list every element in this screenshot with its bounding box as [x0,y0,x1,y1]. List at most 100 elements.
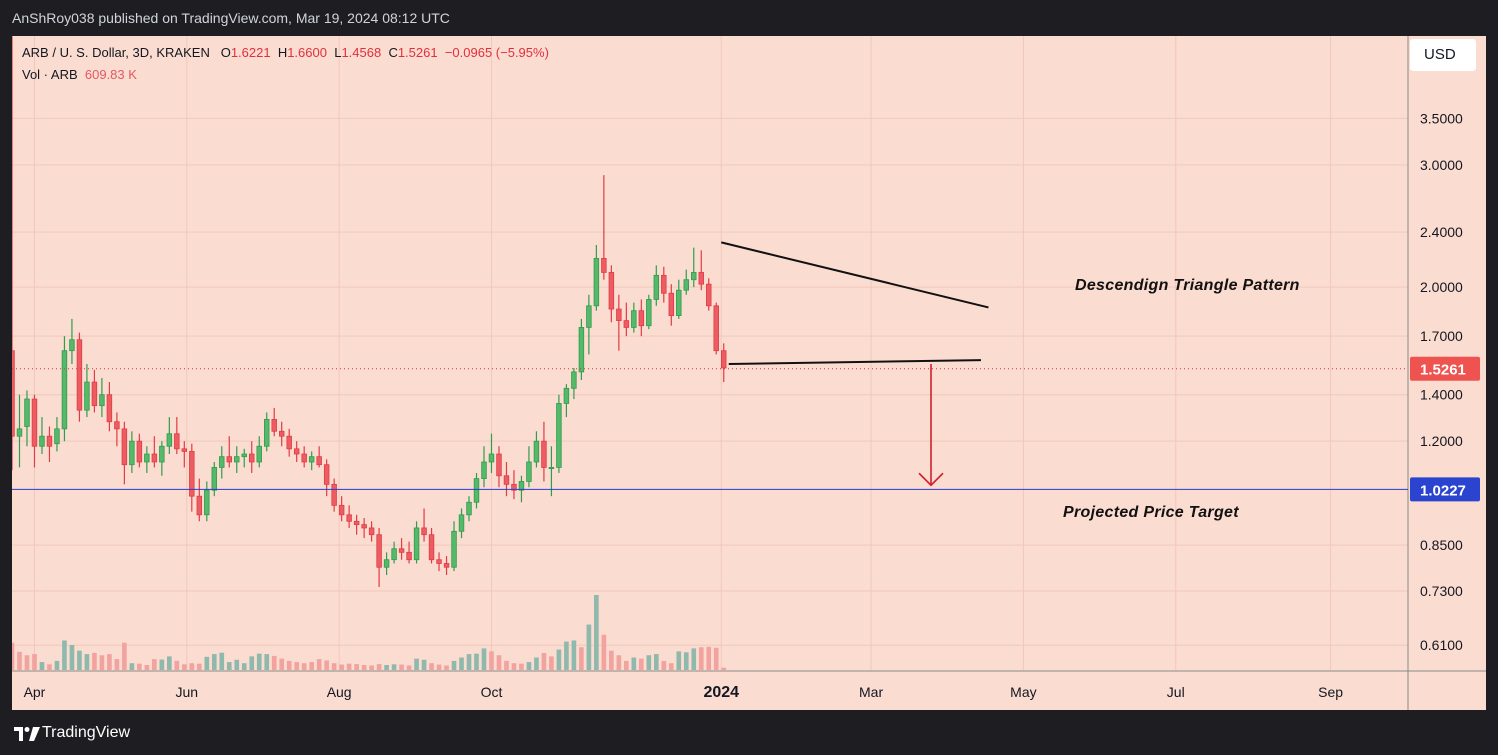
candle-body[interactable] [706,283,712,307]
candle-body[interactable] [84,381,90,411]
candle-body[interactable] [556,403,562,468]
candle-body[interactable] [571,371,577,389]
candle-body[interactable] [361,524,367,529]
candle-body[interactable] [526,461,532,482]
candle-body[interactable] [61,350,68,430]
candle-body[interactable] [421,527,427,536]
candle-body[interactable] [301,453,307,463]
candle-body[interactable] [608,272,615,310]
tradingview-logo-icon[interactable] [14,727,40,741]
price-chart[interactable]: Descendign Triangle Pattern Projected Pri… [12,36,1486,710]
candle-body[interactable] [398,548,405,553]
candle-body[interactable] [428,534,435,561]
candle-body[interactable] [106,394,113,423]
candle-body[interactable] [548,467,555,470]
candle-body[interactable] [256,445,262,463]
candle-body[interactable] [241,453,247,458]
candle-body[interactable] [323,464,330,485]
candle-body[interactable] [338,504,345,516]
candle-body[interactable] [413,527,420,561]
candle-body[interactable] [12,350,15,437]
candle-body[interactable] [346,514,352,522]
candle-body[interactable] [353,520,360,526]
candle-body[interactable] [443,563,450,568]
candle-body[interactable] [31,398,38,447]
candle-body[interactable] [721,350,727,369]
candle-body[interactable] [99,394,105,407]
candle-body[interactable] [159,445,165,463]
triangle-support-line[interactable] [728,359,981,366]
candle-body[interactable] [91,381,98,407]
candle-body[interactable] [646,299,652,327]
candle-body[interactable] [713,305,719,352]
candle-body[interactable] [391,548,397,561]
candle-body[interactable] [226,456,232,463]
candle-body[interactable] [264,418,270,447]
volume-label[interactable]: Vol · ARB [22,67,78,82]
candle-body[interactable] [46,435,53,447]
candle-body[interactable] [249,453,255,463]
candle-body[interactable] [533,440,540,463]
candle-body[interactable] [563,387,570,404]
candle-body[interactable] [376,534,382,568]
candle-body[interactable] [219,456,225,468]
candle-body[interactable] [593,258,600,307]
candle-body[interactable] [601,258,607,273]
candle-body[interactable] [76,339,83,411]
candle-body[interactable] [698,272,704,285]
candle-body[interactable] [151,453,158,463]
tradingview-brand[interactable]: TradingView [42,724,131,741]
candle-body[interactable] [204,489,210,516]
triangle-upper-trendline[interactable] [721,241,989,309]
candle-body[interactable] [578,327,585,373]
candle-body[interactable] [24,398,30,427]
candle-body[interactable] [316,456,322,466]
candle-body[interactable] [211,467,218,491]
candle-body[interactable] [278,430,285,437]
candle-body[interactable] [189,451,195,497]
symbol-title[interactable]: ARB / U. S. Dollar, 3D, KRAKEN [22,45,210,60]
candle-body[interactable] [473,478,480,503]
candle-body[interactable] [488,453,495,463]
candle-body[interactable] [136,440,143,463]
candle-body[interactable] [511,483,517,491]
candle-body[interactable] [676,289,682,316]
currency-button[interactable]: USD [1410,39,1476,71]
candle-body[interactable] [368,527,375,536]
candle-body[interactable] [383,559,390,568]
candle-body[interactable] [286,435,292,450]
candle-body[interactable] [653,274,660,300]
candle-body[interactable] [129,440,135,466]
candle-body[interactable] [616,308,622,322]
candle-body[interactable] [451,530,457,568]
candle-body[interactable] [638,310,645,327]
candle-body[interactable] [668,292,675,316]
candle-body[interactable] [69,339,75,352]
candle-body[interactable] [481,461,487,479]
candle-body[interactable] [586,305,592,328]
candle-body[interactable] [16,428,23,437]
candle-body[interactable] [234,456,240,463]
candle-body[interactable] [541,440,547,468]
candle-body[interactable] [54,428,60,445]
candle-body[interactable] [458,514,465,532]
candle-body[interactable] [114,421,120,430]
candle-body[interactable] [503,475,510,485]
candle-body[interactable] [691,272,697,281]
candle-body[interactable] [308,456,315,463]
candle-body[interactable] [466,501,472,516]
candle-body[interactable] [196,495,203,516]
candle-body[interactable] [293,448,300,455]
chart-area[interactable]: Descendign Triangle Pattern Projected Pri… [12,36,1486,710]
candle-body[interactable] [166,433,173,447]
candle-body[interactable] [436,559,442,564]
candle-body[interactable] [174,433,180,450]
candle-body[interactable] [518,481,525,491]
target-label[interactable]: Projected Price Target [1063,504,1239,521]
pattern-label[interactable]: Descendign Triangle Pattern [1075,277,1300,294]
candle-body[interactable] [406,551,412,561]
candle-body[interactable] [121,428,128,466]
candle-body[interactable] [631,310,637,328]
candle-body[interactable] [271,418,277,432]
candle-body[interactable] [661,274,667,294]
